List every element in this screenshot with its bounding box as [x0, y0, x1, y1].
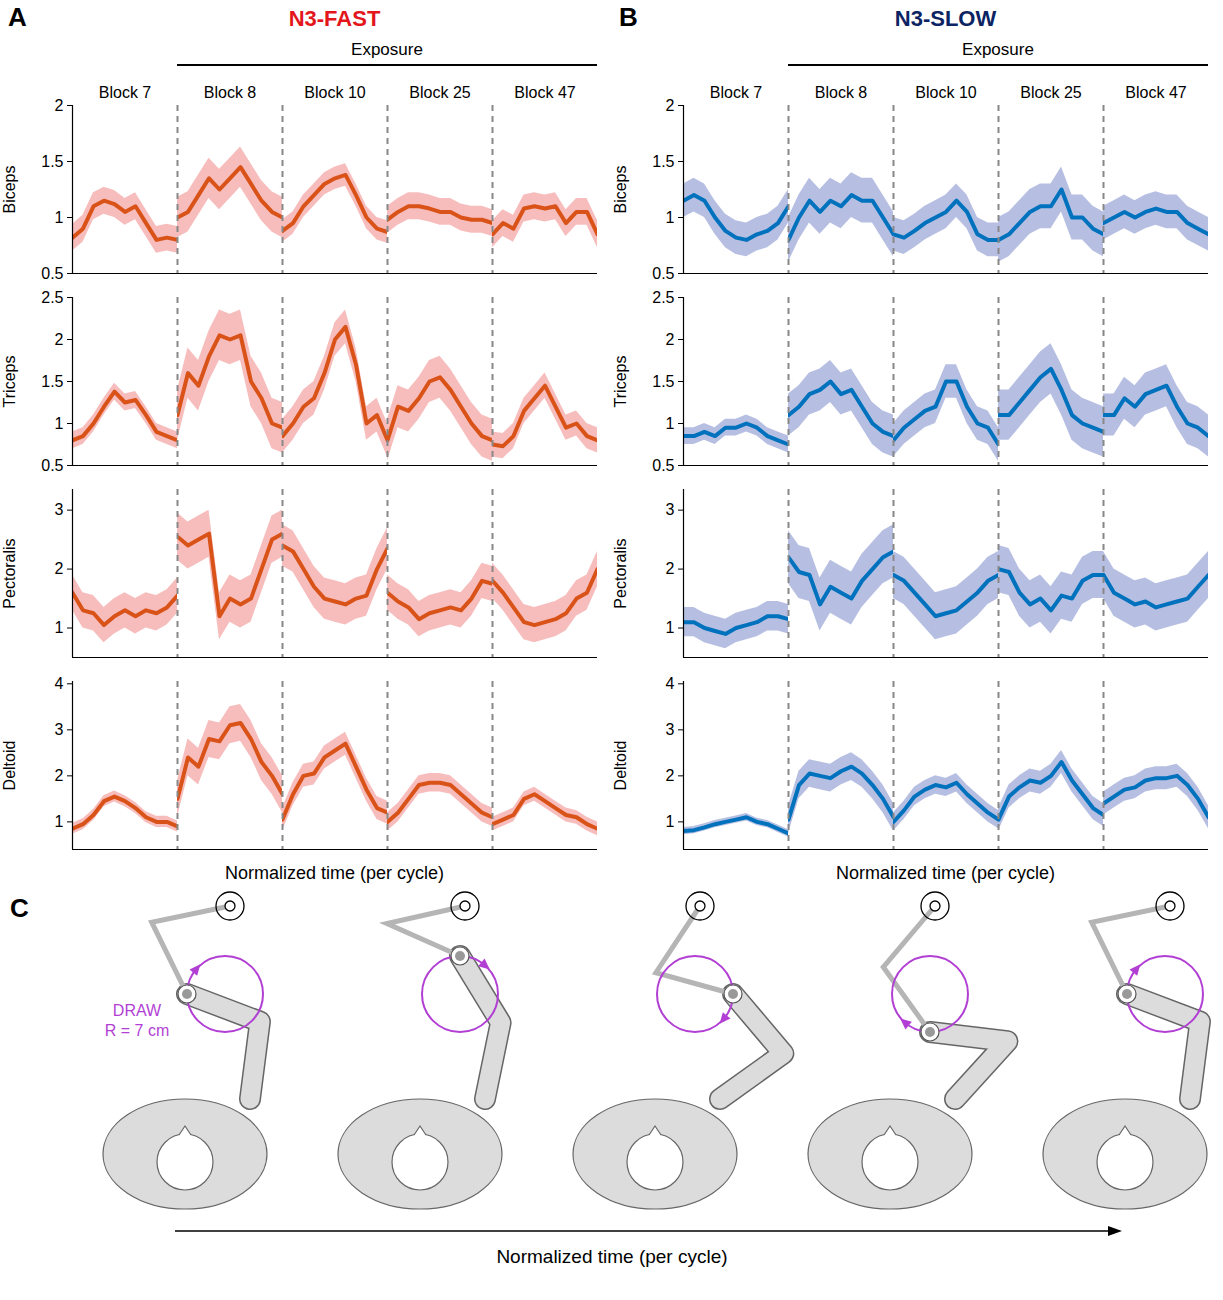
svg-text:1: 1 — [55, 619, 64, 636]
svg-text:Block 25: Block 25 — [409, 84, 470, 101]
svg-text:Deltoid: Deltoid — [1, 741, 18, 791]
html-text:Exposure: Exposure — [351, 40, 423, 59]
html-text:N3-SLOW: N3-SLOW — [894, 6, 997, 31]
svg-text:1: 1 — [55, 415, 64, 432]
svg-text:Triceps: Triceps — [612, 356, 629, 408]
html-text:A: A — [8, 2, 27, 32]
svg-text:1.5: 1.5 — [41, 153, 63, 170]
svg-text:1: 1 — [55, 813, 64, 830]
svg-text:Triceps: Triceps — [1, 356, 18, 408]
svg-text:Block 47: Block 47 — [1125, 84, 1186, 101]
svg-text:0.5: 0.5 — [41, 457, 63, 474]
svg-text:2: 2 — [666, 560, 675, 577]
html-text:Normalized time (per cycle): Normalized time (per cycle) — [225, 863, 444, 883]
html-text:N3-FAST: N3-FAST — [288, 6, 381, 31]
svg-text:2: 2 — [55, 560, 64, 577]
svg-text:Block 10: Block 10 — [915, 84, 976, 101]
svg-text:Block 10: Block 10 — [304, 84, 365, 101]
svg-text:C: C — [10, 893, 29, 923]
svg-text:1.5: 1.5 — [41, 373, 63, 390]
svg-text:Biceps: Biceps — [1, 165, 18, 213]
svg-text:2: 2 — [55, 767, 64, 784]
svg-text:Block 8: Block 8 — [204, 84, 257, 101]
svg-text:4: 4 — [666, 675, 675, 692]
svg-text:Block 7: Block 7 — [710, 84, 763, 101]
svg-text:1: 1 — [666, 415, 675, 432]
svg-text:Pectoralis: Pectoralis — [1, 538, 18, 608]
svg-text:1: 1 — [666, 813, 675, 830]
svg-text:Block 25: Block 25 — [1020, 84, 1081, 101]
svg-text:Block 47: Block 47 — [514, 84, 575, 101]
svg-text:3: 3 — [55, 501, 64, 518]
svg-text:0.5: 0.5 — [652, 457, 674, 474]
svg-text:0.5: 0.5 — [652, 265, 674, 282]
svg-text:Pectoralis: Pectoralis — [612, 538, 629, 608]
svg-text:Biceps: Biceps — [612, 165, 629, 213]
svg-text:2: 2 — [55, 97, 64, 114]
svg-text:2.5: 2.5 — [652, 289, 674, 306]
html-text:B: B — [619, 2, 638, 32]
svg-text:2: 2 — [666, 331, 675, 348]
svg-text:1.5: 1.5 — [652, 153, 674, 170]
svg-text:1: 1 — [666, 619, 675, 636]
svg-text:3: 3 — [666, 721, 675, 738]
svg-text:0.5: 0.5 — [41, 265, 63, 282]
svg-text:2: 2 — [55, 331, 64, 348]
svg-text:3: 3 — [55, 721, 64, 738]
svg-text:Block 7: Block 7 — [99, 84, 152, 101]
svg-text:4: 4 — [55, 675, 64, 692]
svg-text:R = 7 cm: R = 7 cm — [105, 1022, 169, 1039]
svg-text:1.5: 1.5 — [652, 373, 674, 390]
svg-text:Block 8: Block 8 — [815, 84, 868, 101]
svg-text:Deltoid: Deltoid — [612, 741, 629, 791]
svg-text:2: 2 — [666, 767, 675, 784]
html-text:Normalized time (per cycle): Normalized time (per cycle) — [836, 863, 1055, 883]
html-text:Exposure: Exposure — [962, 40, 1034, 59]
svg-text:3: 3 — [666, 501, 675, 518]
svg-text:DRAW: DRAW — [113, 1002, 162, 1019]
svg-text:1: 1 — [666, 209, 675, 226]
svg-text:2.5: 2.5 — [41, 289, 63, 306]
svg-text:2: 2 — [666, 97, 675, 114]
svg-text:1: 1 — [55, 209, 64, 226]
svg-text:Normalized time (per cycle): Normalized time (per cycle) — [496, 1246, 727, 1267]
